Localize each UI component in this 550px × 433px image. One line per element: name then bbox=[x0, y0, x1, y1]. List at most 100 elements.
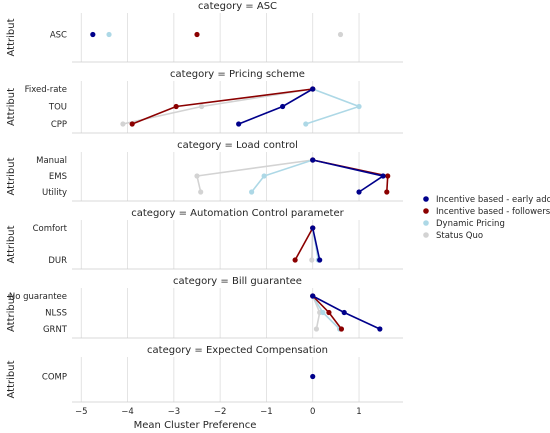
data-point bbox=[385, 173, 391, 179]
series-incentive-based-early-adop- bbox=[236, 86, 316, 127]
series-line bbox=[312, 159, 389, 193]
x-axis-label: Mean Cluster Preference bbox=[134, 420, 257, 431]
data-point bbox=[90, 31, 96, 38]
data-point bbox=[194, 31, 200, 38]
facet-title: category = Pricing scheme bbox=[170, 69, 305, 80]
data-point bbox=[309, 257, 315, 263]
y-tick-label: Utility bbox=[42, 188, 67, 198]
facet-title: category = Bill guarantee bbox=[173, 276, 302, 287]
y-axis-label: Attribut bbox=[6, 225, 17, 263]
data-point bbox=[313, 326, 320, 332]
data-point bbox=[106, 31, 112, 38]
legend: Incentive based - early adop. Incentive b… bbox=[423, 195, 550, 241]
y-tick-label: Manual bbox=[36, 156, 67, 166]
legend-entry: Status Quo bbox=[423, 231, 483, 241]
facet-title: category = Automation Control parameter bbox=[131, 208, 344, 219]
facet-panels: category = ASC ASC Attribut category = Pric… bbox=[6, 1, 403, 403]
series-line bbox=[294, 227, 314, 261]
x-tick-label: −3 bbox=[168, 407, 181, 417]
facet-title: category = Expected Compensation bbox=[147, 345, 328, 356]
series-line bbox=[311, 227, 321, 261]
y-tick-label: Comfort bbox=[33, 224, 68, 234]
data-point bbox=[377, 326, 383, 332]
data-point bbox=[326, 309, 332, 316]
facet-4: category = Automation Control parameter C… bbox=[6, 208, 403, 270]
series-status-quo bbox=[337, 31, 344, 38]
data-point bbox=[236, 121, 242, 127]
data-point bbox=[380, 173, 386, 179]
y-tick-label: COMP bbox=[42, 373, 67, 383]
x-tick-label: −1 bbox=[260, 407, 273, 417]
series-line bbox=[305, 88, 362, 125]
series-incentive-based-early-adop- bbox=[310, 225, 323, 263]
y-tick-label: NLSS bbox=[45, 309, 67, 319]
series-line bbox=[311, 227, 314, 261]
data-point bbox=[320, 309, 326, 316]
legend-label: Incentive based - followers bbox=[436, 207, 550, 217]
facet-5: category = Bill guarantee No guarantee NLS… bbox=[6, 276, 403, 339]
facet-3: category = Load control Manual EMS Utility A… bbox=[6, 140, 403, 202]
series-incentive-based-early-adop- bbox=[310, 373, 316, 380]
x-tick-label: −2 bbox=[214, 407, 227, 417]
data-point bbox=[194, 173, 200, 179]
data-point bbox=[249, 189, 255, 195]
data-point bbox=[310, 157, 316, 163]
legend-marker bbox=[423, 220, 429, 226]
legend-label: Incentive based - early adop. bbox=[436, 195, 550, 205]
data-point bbox=[199, 103, 205, 110]
facet-title: category = Load control bbox=[177, 140, 298, 151]
series-incentive-based-early-adop- bbox=[310, 157, 386, 195]
legend-marker bbox=[423, 232, 429, 238]
legend-entry: Dynamic Pricing bbox=[423, 219, 505, 229]
legend-label: Dynamic Pricing bbox=[436, 219, 505, 229]
data-point bbox=[337, 31, 344, 38]
y-axis-label: Attribut bbox=[6, 88, 17, 126]
facet-6: category = Expected Compensation COMP Attr… bbox=[6, 345, 403, 403]
series-incentive-based-followers bbox=[310, 293, 345, 332]
data-point bbox=[310, 373, 316, 380]
data-point bbox=[341, 309, 347, 316]
series-dynamic-pricing bbox=[303, 86, 362, 127]
series-incentive-based-followers bbox=[129, 86, 316, 127]
y-axis-label: Attribut bbox=[6, 18, 17, 56]
x-tick-label: −4 bbox=[121, 407, 134, 417]
y-tick-label: GRNT bbox=[43, 325, 68, 335]
data-point bbox=[310, 86, 316, 92]
y-axis-label: Attribut bbox=[6, 360, 17, 398]
series-dynamic-pricing bbox=[249, 157, 316, 195]
legend-label: Status Quo bbox=[436, 231, 483, 241]
data-point bbox=[198, 189, 204, 195]
series-incentive-based-early-adop- bbox=[310, 293, 383, 332]
facet-title: category = ASC bbox=[198, 1, 277, 12]
y-tick-label: Fixed-rate bbox=[25, 85, 67, 95]
y-tick-label: ASC bbox=[50, 31, 67, 41]
data-point bbox=[338, 326, 345, 332]
data-point bbox=[129, 121, 135, 127]
data-point bbox=[356, 103, 362, 110]
data-point bbox=[356, 189, 362, 195]
series-dynamic-pricing bbox=[106, 31, 112, 38]
y-tick-label: TOU bbox=[48, 103, 67, 113]
data-point bbox=[303, 121, 309, 127]
legend-marker bbox=[423, 208, 429, 214]
y-axis-label: Attribut bbox=[6, 294, 17, 332]
legend-entry: Incentive based - followers bbox=[423, 207, 550, 217]
series-status-quo bbox=[309, 225, 316, 263]
data-point bbox=[120, 121, 126, 127]
data-point bbox=[310, 293, 316, 299]
data-point bbox=[280, 103, 286, 110]
x-tick-label: −5 bbox=[75, 407, 88, 417]
series-incentive-based-followers bbox=[194, 31, 200, 38]
series-line bbox=[312, 159, 386, 193]
data-point bbox=[173, 103, 179, 110]
x-axis: −5 −4 −3 −2 −1 0 1 bbox=[75, 407, 362, 417]
y-tick-label: DUR bbox=[48, 256, 67, 266]
data-point bbox=[292, 257, 298, 263]
y-tick-label: CPP bbox=[51, 120, 67, 130]
y-tick-label: No guarantee bbox=[9, 292, 67, 302]
data-point bbox=[310, 225, 316, 231]
legend-marker bbox=[423, 196, 429, 202]
y-tick-label: EMS bbox=[49, 172, 67, 182]
x-tick-label: 0 bbox=[310, 407, 315, 417]
